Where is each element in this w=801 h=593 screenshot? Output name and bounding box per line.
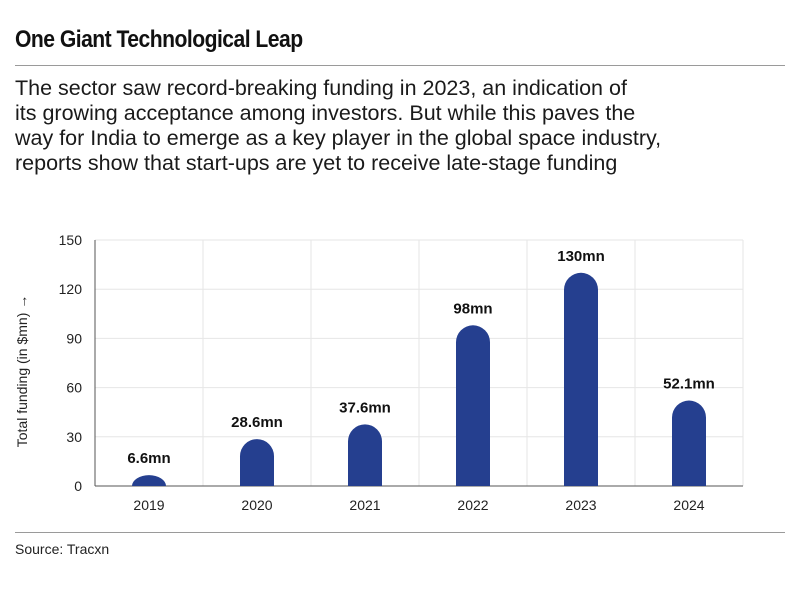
data-label-2021: 37.6mn: [339, 399, 391, 416]
y-tick-label: 120: [59, 281, 83, 297]
chart-subtitle: The sector saw record-breaking funding i…: [15, 76, 795, 176]
data-label-2020: 28.6mn: [231, 414, 283, 431]
subtitle-line: its growing acceptance among investors. …: [15, 101, 636, 125]
subtitle-line: The sector saw record-breaking funding i…: [15, 76, 627, 100]
bar-2021: [348, 424, 382, 486]
source-note: Source: Tracxn: [15, 541, 110, 557]
subtitle-line: reports show that start-ups are yet to r…: [15, 151, 618, 175]
x-tick-label-2019: 2019: [133, 497, 164, 513]
y-tick-label: 0: [74, 478, 82, 494]
data-label-2024: 52.1mn: [663, 376, 715, 393]
x-tick-label-2022: 2022: [457, 497, 488, 513]
subtitle-line: way for India to emerge as a key player …: [15, 126, 662, 150]
funding-bar-chart: 0 30 60 90 120 150 6.6mn 2019 28.6mn 2020 37.6mn 20…: [14, 232, 744, 513]
data-label-2019: 6.6mn: [127, 450, 170, 467]
data-label-2022: 98mn: [453, 300, 492, 317]
x-tick-label-2020: 2020: [241, 497, 272, 513]
y-tick-label: 90: [66, 330, 82, 346]
x-tick-label-2021: 2021: [349, 497, 380, 513]
bar-2022: [456, 325, 490, 486]
y-tick-label: 30: [66, 429, 82, 445]
bar-2024: [672, 400, 706, 486]
y-tick-label: 60: [66, 380, 82, 396]
x-tick-label-2023: 2023: [565, 497, 596, 513]
bar-2019: [132, 475, 166, 486]
data-label-2023: 130mn: [557, 248, 605, 265]
y-axis-title: Total funding (in $mn) →: [14, 295, 30, 448]
x-tick-label-2024: 2024: [673, 497, 704, 513]
chart-title: One Giant Technological Leap: [15, 26, 303, 53]
bar-2020: [240, 439, 274, 486]
y-tick-label: 150: [59, 232, 83, 248]
title-divider: [15, 65, 785, 66]
bar-2023: [564, 272, 598, 486]
footer-divider: [15, 532, 785, 533]
